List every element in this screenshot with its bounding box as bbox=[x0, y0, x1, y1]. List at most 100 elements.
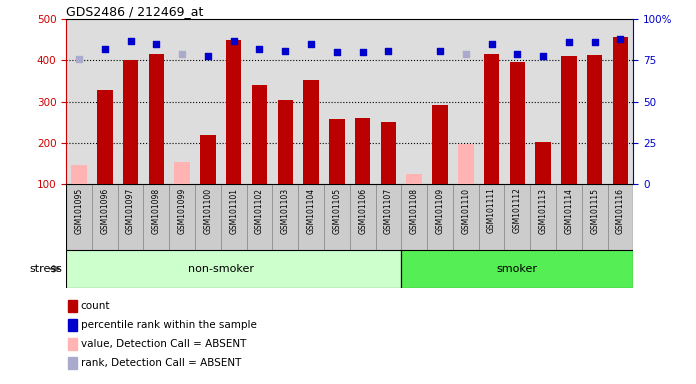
Text: GSM101097: GSM101097 bbox=[126, 188, 135, 234]
Text: GSM101101: GSM101101 bbox=[229, 188, 238, 233]
Bar bbox=[402, 250, 633, 288]
Point bbox=[125, 38, 136, 44]
Bar bbox=[71, 164, 87, 184]
Bar bbox=[226, 40, 242, 184]
Text: rank, Detection Call = ABSENT: rank, Detection Call = ABSENT bbox=[81, 358, 241, 368]
Bar bbox=[608, 184, 633, 250]
Bar bbox=[561, 56, 576, 184]
Text: value, Detection Call = ABSENT: value, Detection Call = ABSENT bbox=[81, 339, 246, 349]
Bar bbox=[381, 122, 396, 184]
Bar bbox=[402, 250, 633, 288]
Point bbox=[280, 48, 291, 54]
Bar bbox=[66, 250, 402, 288]
Bar bbox=[66, 184, 92, 250]
Bar bbox=[68, 338, 77, 350]
Text: GSM101096: GSM101096 bbox=[100, 188, 109, 234]
Bar bbox=[303, 80, 319, 184]
Text: GSM101098: GSM101098 bbox=[152, 188, 161, 234]
Bar bbox=[195, 184, 221, 250]
Point bbox=[383, 48, 394, 54]
Text: GSM101095: GSM101095 bbox=[74, 188, 84, 234]
Text: GSM101102: GSM101102 bbox=[255, 188, 264, 233]
Bar bbox=[612, 36, 628, 184]
Text: GSM101114: GSM101114 bbox=[564, 188, 574, 233]
Text: GSM101108: GSM101108 bbox=[410, 188, 419, 233]
Point bbox=[589, 39, 600, 45]
Text: GSM101113: GSM101113 bbox=[539, 188, 548, 233]
Text: GSM101105: GSM101105 bbox=[333, 188, 341, 234]
Text: non-smoker: non-smoker bbox=[188, 264, 254, 274]
Point bbox=[177, 51, 188, 57]
Bar bbox=[582, 184, 608, 250]
Bar bbox=[272, 184, 298, 250]
Text: percentile rank within the sample: percentile rank within the sample bbox=[81, 320, 257, 330]
Bar bbox=[246, 184, 272, 250]
Bar bbox=[458, 144, 473, 184]
Point bbox=[228, 38, 239, 44]
Bar bbox=[175, 162, 190, 184]
Bar bbox=[376, 184, 402, 250]
Bar bbox=[350, 184, 376, 250]
Point bbox=[486, 41, 497, 47]
Bar bbox=[427, 184, 453, 250]
Bar bbox=[118, 184, 143, 250]
Bar bbox=[143, 184, 169, 250]
Point bbox=[100, 46, 111, 52]
Bar bbox=[68, 357, 77, 369]
Point bbox=[460, 51, 471, 57]
Text: stress: stress bbox=[30, 264, 63, 274]
Text: GSM101107: GSM101107 bbox=[384, 188, 393, 234]
Bar bbox=[278, 100, 293, 184]
Text: smoker: smoker bbox=[497, 264, 538, 274]
Point bbox=[563, 39, 574, 45]
Text: count: count bbox=[81, 301, 110, 311]
Bar bbox=[221, 184, 246, 250]
Point bbox=[74, 56, 85, 62]
Bar bbox=[329, 119, 345, 184]
Text: GSM101106: GSM101106 bbox=[358, 188, 367, 234]
Bar bbox=[169, 184, 195, 250]
Point bbox=[203, 53, 214, 59]
Bar bbox=[324, 184, 350, 250]
Bar bbox=[402, 184, 427, 250]
Bar bbox=[252, 85, 267, 184]
Bar bbox=[68, 319, 77, 331]
Point bbox=[512, 51, 523, 57]
Bar bbox=[66, 250, 402, 288]
Bar bbox=[432, 105, 448, 184]
Text: GSM101115: GSM101115 bbox=[590, 188, 599, 233]
Bar bbox=[355, 118, 370, 184]
Bar bbox=[530, 184, 556, 250]
Bar bbox=[453, 184, 479, 250]
Text: GSM101109: GSM101109 bbox=[436, 188, 445, 234]
Point bbox=[615, 36, 626, 42]
Point bbox=[151, 41, 162, 47]
Bar bbox=[509, 62, 525, 184]
Bar bbox=[149, 54, 164, 184]
Point bbox=[434, 48, 445, 54]
Bar bbox=[587, 55, 603, 184]
Point bbox=[254, 46, 265, 52]
Bar bbox=[556, 184, 582, 250]
Text: GSM101103: GSM101103 bbox=[280, 188, 290, 234]
Text: GSM101111: GSM101111 bbox=[487, 188, 496, 233]
Text: GSM101116: GSM101116 bbox=[616, 188, 625, 233]
Bar bbox=[535, 142, 551, 184]
Bar bbox=[68, 300, 77, 312]
Text: GSM101104: GSM101104 bbox=[306, 188, 315, 234]
Bar bbox=[479, 184, 505, 250]
Bar bbox=[484, 54, 499, 184]
Text: GSM101110: GSM101110 bbox=[461, 188, 470, 233]
Point bbox=[357, 49, 368, 55]
Text: GSM101112: GSM101112 bbox=[513, 188, 522, 233]
Bar bbox=[200, 135, 216, 184]
Text: GDS2486 / 212469_at: GDS2486 / 212469_at bbox=[66, 5, 203, 18]
Point bbox=[306, 41, 317, 47]
Bar bbox=[406, 174, 422, 184]
Bar bbox=[122, 60, 139, 184]
Bar bbox=[505, 184, 530, 250]
Bar bbox=[92, 184, 118, 250]
Text: GSM101100: GSM101100 bbox=[203, 188, 212, 234]
Bar bbox=[298, 184, 324, 250]
Point bbox=[537, 53, 548, 59]
